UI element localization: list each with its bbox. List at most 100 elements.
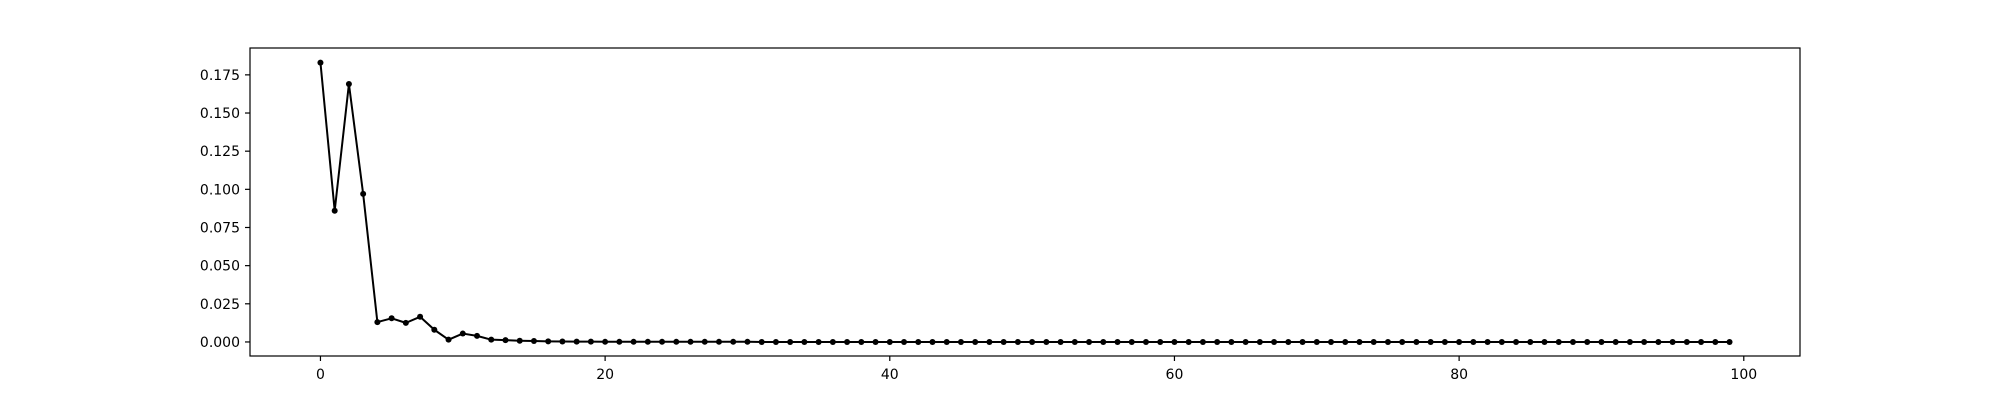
- data-point: [1698, 338, 1705, 345]
- data-point: [445, 336, 452, 343]
- data-point: [1726, 338, 1733, 345]
- series-line: [319, 62, 1730, 343]
- y-tick-label: 0.175: [200, 68, 240, 84]
- data-point: [1185, 338, 1192, 345]
- data-point: [829, 338, 836, 345]
- data-point: [915, 338, 922, 345]
- data-point: [459, 330, 466, 337]
- data-point: [1527, 338, 1534, 345]
- data-point: [1100, 338, 1107, 345]
- x-tick-label: 0: [316, 367, 325, 383]
- data-point: [1584, 338, 1591, 345]
- y-tick-label: 0.050: [200, 259, 240, 275]
- data-point: [730, 338, 737, 345]
- data-point: [573, 338, 580, 345]
- data-point: [530, 338, 537, 345]
- data-point: [488, 336, 495, 343]
- x-tick-label: 80: [1450, 367, 1468, 383]
- data-point: [929, 338, 936, 345]
- data-point: [1384, 338, 1391, 345]
- data-point: [644, 338, 651, 345]
- data-point: [1199, 338, 1206, 345]
- y-tick-label: 0.025: [200, 297, 240, 313]
- data-point: [1612, 338, 1619, 345]
- data-point: [943, 338, 950, 345]
- data-point: [1057, 338, 1064, 345]
- data-point: [1214, 338, 1221, 345]
- data-point: [1441, 338, 1448, 345]
- data-point: [957, 338, 964, 345]
- data-point: [701, 338, 708, 345]
- data-point: [360, 190, 367, 197]
- y-axis-ticks: 0.000 0.025 0.050 0.075 0.100 0.125 0.150 0.175: [200, 68, 250, 351]
- data-point: [744, 338, 751, 345]
- data-point: [1086, 338, 1093, 345]
- data-point: [1043, 338, 1050, 345]
- data-point: [1498, 338, 1505, 345]
- data-point: [1399, 338, 1406, 345]
- y-tick-label: 0.125: [200, 144, 240, 160]
- data-point: [431, 326, 438, 333]
- y-tick-label: 0.075: [200, 220, 240, 236]
- data-point: [1513, 338, 1520, 345]
- data-point: [986, 338, 993, 345]
- data-point: [1000, 338, 1007, 345]
- data-point: [502, 337, 509, 344]
- x-tick-label: 100: [1730, 367, 1757, 383]
- data-point: [374, 319, 381, 326]
- data-point: [545, 338, 552, 345]
- plot-area-frame: [249, 47, 1801, 357]
- data-point: [673, 338, 680, 345]
- data-point: [402, 319, 409, 326]
- data-point: [1285, 338, 1292, 345]
- data-point: [901, 338, 908, 345]
- data-point: [872, 338, 879, 345]
- data-point: [1256, 338, 1263, 345]
- x-tick-label: 20: [596, 367, 614, 383]
- data-point: [616, 338, 623, 345]
- data-point: [1484, 338, 1491, 345]
- data-point: [1413, 338, 1420, 345]
- data-point: [317, 59, 324, 66]
- data-point: [630, 338, 637, 345]
- data-point: [1014, 338, 1021, 345]
- y-tick-label: 0.000: [200, 335, 240, 351]
- data-point: [516, 337, 523, 344]
- data-point: [1171, 338, 1178, 345]
- data-point: [1313, 338, 1320, 345]
- data-point: [1228, 338, 1235, 345]
- data-point: [886, 338, 893, 345]
- data-point: [687, 338, 694, 345]
- data-point: [1555, 338, 1562, 345]
- data-point: [1328, 338, 1335, 345]
- y-tick-label: 0.100: [200, 182, 240, 198]
- data-point: [1029, 338, 1036, 345]
- data-point: [1427, 338, 1434, 345]
- data-point: [345, 81, 352, 88]
- data-point: [1342, 338, 1349, 345]
- data-point: [801, 338, 808, 345]
- data-point: [659, 338, 666, 345]
- data-point: [1370, 338, 1377, 345]
- data-point: [1541, 338, 1548, 345]
- data-point: [1626, 338, 1633, 345]
- data-point: [715, 338, 722, 345]
- data-point: [1598, 338, 1605, 345]
- data-point: [1712, 338, 1719, 345]
- data-point: [844, 338, 851, 345]
- data-point: [787, 338, 794, 345]
- data-point: [1128, 338, 1135, 345]
- data-point: [1456, 338, 1463, 345]
- data-point: [331, 207, 338, 214]
- y-tick-label: 0.150: [200, 106, 240, 122]
- series-points: [317, 59, 1733, 345]
- data-point: [1242, 338, 1249, 345]
- data-point: [1299, 338, 1306, 345]
- data-point: [602, 338, 609, 345]
- data-point: [417, 313, 424, 320]
- data-point: [1470, 338, 1477, 345]
- data-point: [1142, 338, 1149, 345]
- data-point: [972, 338, 979, 345]
- data-point: [1271, 338, 1278, 345]
